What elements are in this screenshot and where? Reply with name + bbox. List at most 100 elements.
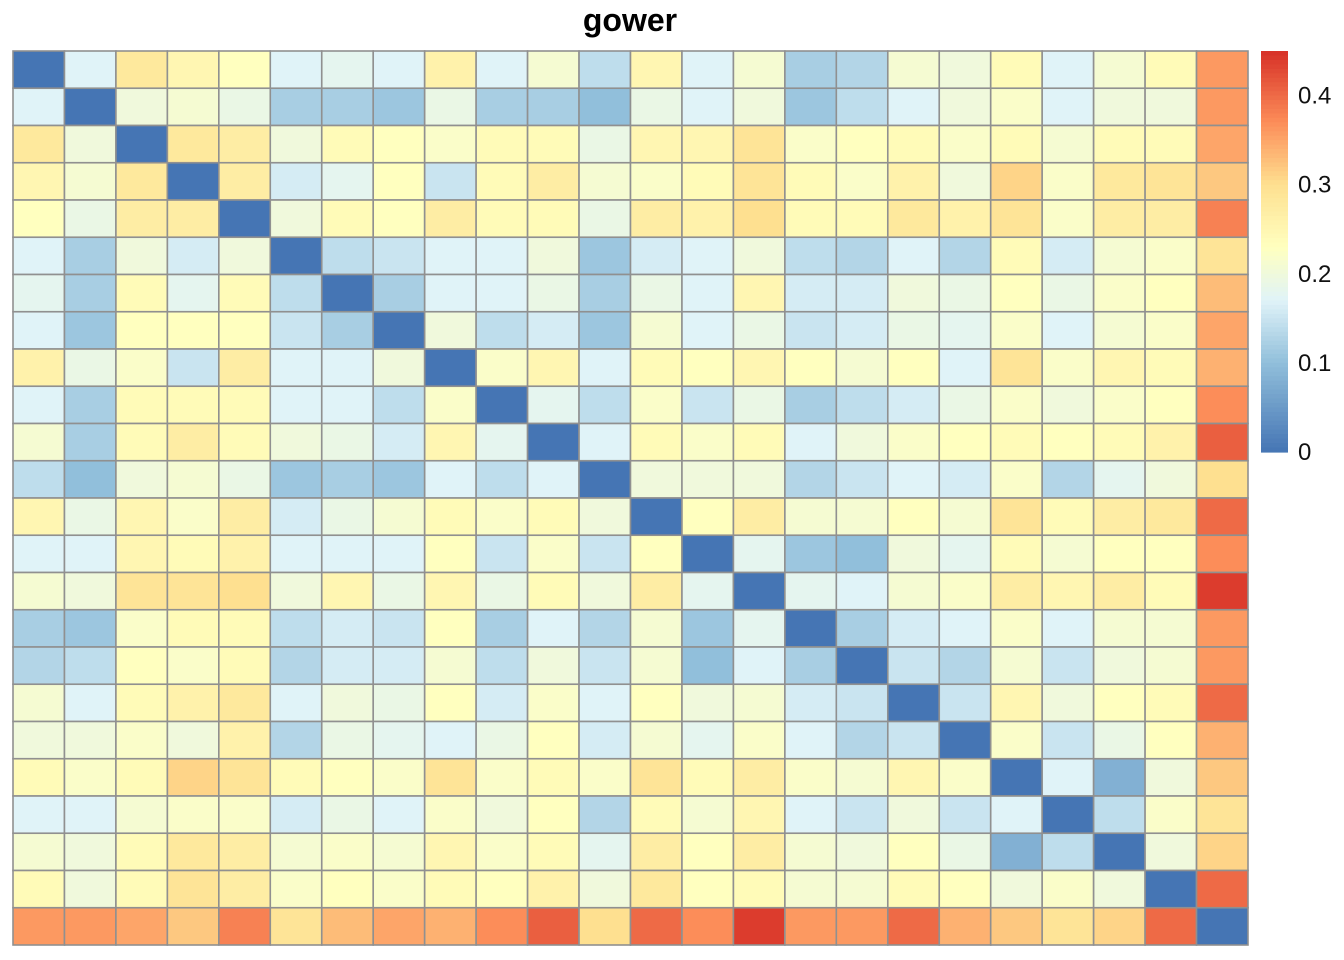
heatmap-cell-r15-c22 bbox=[1092, 571, 1146, 611]
heatmap-cell-r7-c4 bbox=[166, 273, 220, 313]
heatmap-cell-r13-c11 bbox=[526, 497, 580, 537]
heatmap-cell-r18-c2 bbox=[63, 683, 117, 723]
heatmap-cell-r5-c23 bbox=[1144, 199, 1198, 239]
heatmap-cell-r2-c14 bbox=[681, 87, 735, 127]
heatmap-cell-r24-c15 bbox=[732, 906, 786, 946]
heatmap-cell-r23-c5 bbox=[218, 869, 272, 909]
heatmap-cell-r20-c22 bbox=[1092, 757, 1146, 797]
colorbar-segment bbox=[1261, 162, 1288, 168]
heatmap-cell-r6-c2 bbox=[63, 236, 117, 276]
heatmap-cell-r5-c13 bbox=[629, 199, 683, 239]
heatmap-cell-r2-c9 bbox=[423, 87, 477, 127]
heatmap-cell-r9-c4 bbox=[166, 348, 220, 388]
heatmap-cell-r22-c23 bbox=[1144, 832, 1198, 872]
heatmap-cell-r15-c3 bbox=[115, 571, 169, 611]
heatmap-cell-r23-c9 bbox=[423, 869, 477, 909]
heatmap-cell-r7-c21 bbox=[1041, 273, 1095, 313]
heatmap-cell-r6-c1 bbox=[12, 236, 66, 276]
heatmap-cell-r5-c22 bbox=[1092, 199, 1146, 239]
heatmap-cell-r12-c3 bbox=[115, 459, 169, 499]
colorbar-segment bbox=[1261, 82, 1288, 88]
heatmap-cell-r23-c19 bbox=[938, 869, 992, 909]
heatmap-cell-r20-c21 bbox=[1041, 757, 1095, 797]
colorbar-segment bbox=[1261, 153, 1288, 159]
heatmap-cell-r6-c13 bbox=[629, 236, 683, 276]
heatmap-cell-r15-c15 bbox=[732, 571, 786, 611]
heatmap-cell-r21-c8 bbox=[372, 795, 426, 835]
heatmap-cell-r2-c23 bbox=[1144, 87, 1198, 127]
heatmap-cell-r3-c17 bbox=[835, 124, 889, 164]
chart-title: gower bbox=[582, 2, 678, 38]
heatmap-cell-r17-c22 bbox=[1092, 646, 1146, 686]
heatmap-cell-r12-c21 bbox=[1041, 459, 1095, 499]
colorbar-segment bbox=[1261, 425, 1288, 431]
heatmap-cell-r12-c20 bbox=[989, 459, 1043, 499]
colorbar-segment bbox=[1261, 420, 1288, 426]
heatmap-cell-r17-c7 bbox=[320, 646, 375, 686]
heatmap-cell-r12-c10 bbox=[475, 459, 529, 499]
heatmap-cell-r13-c7 bbox=[320, 497, 375, 537]
heatmap-cell-r7-c17 bbox=[835, 273, 889, 313]
heatmap-cell-r21-c10 bbox=[475, 795, 529, 835]
heatmap-cell-r10-c1 bbox=[12, 385, 66, 425]
heatmap-cell-r24-c21 bbox=[1041, 906, 1095, 946]
colorbar-segment bbox=[1261, 68, 1288, 74]
heatmap-cell-r1-c2 bbox=[63, 50, 117, 90]
heatmap-cell-r2-c18 bbox=[886, 87, 941, 127]
heatmap-cell-r12-c15 bbox=[732, 459, 786, 499]
heatmap-cell-r4-c6 bbox=[269, 161, 323, 201]
heatmap-cell-r23-c16 bbox=[784, 869, 838, 909]
heatmap-cell-r16-c17 bbox=[835, 608, 889, 648]
heatmap-cell-r24-c16 bbox=[784, 906, 838, 946]
heatmap-cell-r6-c23 bbox=[1144, 236, 1198, 276]
heatmap-cell-r4-c22 bbox=[1092, 161, 1146, 201]
heatmap-cell-r13-c23 bbox=[1144, 497, 1198, 537]
heatmap-cell-r17-c24 bbox=[1195, 646, 1249, 686]
colorbar-segment bbox=[1261, 51, 1288, 57]
heatmap-cell-r7-c2 bbox=[63, 273, 117, 313]
heatmap-cell-r3-c3 bbox=[115, 124, 169, 164]
heatmap-cell-r4-c20 bbox=[989, 161, 1043, 201]
heatmap-cell-r19-c17 bbox=[835, 720, 889, 760]
heatmap-cell-r4-c9 bbox=[423, 161, 477, 201]
heatmap-cell-r3-c11 bbox=[526, 124, 580, 164]
heatmap-cell-r13-c19 bbox=[938, 497, 992, 537]
heatmap-cell-r18-c16 bbox=[784, 683, 838, 723]
heatmap-cell-r14-c5 bbox=[218, 534, 272, 574]
heatmap-cell-r13-c8 bbox=[372, 497, 426, 537]
heatmap-cell-r6-c16 bbox=[784, 236, 838, 276]
heatmap-cell-r3-c16 bbox=[784, 124, 838, 164]
heatmap-cell-r18-c5 bbox=[218, 683, 272, 723]
heatmap-cell-r5-c17 bbox=[835, 199, 889, 239]
heatmap-cell-r21-c17 bbox=[835, 795, 889, 835]
heatmap-cell-r20-c16 bbox=[784, 757, 838, 797]
colorbar-segment bbox=[1261, 140, 1288, 146]
heatmap-cell-r23-c20 bbox=[989, 869, 1043, 909]
heatmap-cell-r15-c5 bbox=[218, 571, 272, 611]
heatmap-cell-r17-c13 bbox=[629, 646, 683, 686]
heatmap-cell-r22-c9 bbox=[423, 832, 477, 872]
heatmap-cell-r17-c15 bbox=[732, 646, 786, 686]
heatmap-cell-r6-c20 bbox=[989, 236, 1043, 276]
heatmap-cell-r9-c13 bbox=[629, 348, 683, 388]
colorbar-segment bbox=[1261, 318, 1288, 324]
heatmap-cell-r21-c4 bbox=[166, 795, 220, 835]
heatmap-cell-r21-c15 bbox=[732, 795, 786, 835]
heatmap-cell-r12-c16 bbox=[784, 459, 838, 499]
colorbar-segment bbox=[1261, 55, 1288, 61]
heatmap-cell-r2-c17 bbox=[835, 87, 889, 127]
heatmap-cell-r18-c10 bbox=[475, 683, 529, 723]
heatmap-cell-r22-c17 bbox=[835, 832, 889, 872]
heatmap-cell-r1-c1 bbox=[12, 50, 66, 90]
heatmap-cell-r16-c3 bbox=[115, 608, 169, 648]
heatmap-cell-r3-c2 bbox=[63, 124, 117, 164]
heatmap-cell-r19-c3 bbox=[115, 720, 169, 760]
heatmap-cell-r15-c9 bbox=[423, 571, 477, 611]
heatmap-cell-r7-c23 bbox=[1144, 273, 1198, 313]
heatmap-cell-r15-c12 bbox=[578, 571, 632, 611]
heatmap-cell-r14-c17 bbox=[835, 534, 889, 574]
heatmap-cell-r23-c14 bbox=[681, 869, 735, 909]
heatmap-cell-r2-c12 bbox=[578, 87, 632, 127]
heatmap-cell-r3-c1 bbox=[12, 124, 66, 164]
heatmap-cell-r19-c9 bbox=[423, 720, 477, 760]
